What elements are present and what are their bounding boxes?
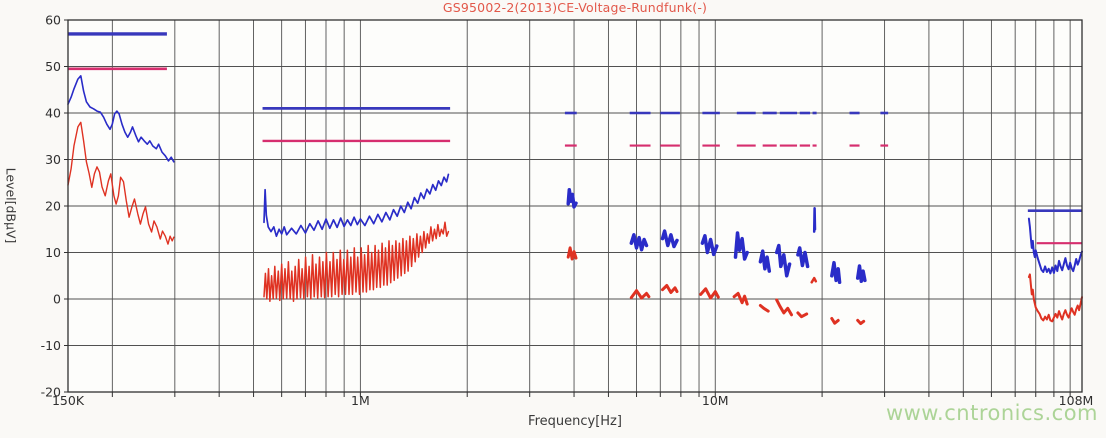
- avg-blob-13.8m: [758, 304, 770, 313]
- avg-blob-22m: [830, 317, 840, 325]
- plot-border: [67, 19, 1083, 393]
- y-tick-label: 0: [53, 292, 61, 307]
- y-axis-label: Level[dBµV]: [3, 167, 19, 244]
- peak-measurement-fm: [1027, 217, 1083, 275]
- avg-blob-26m: [856, 318, 866, 326]
- y-tick-label: 60: [45, 13, 61, 28]
- peak-measurement-150k-300k: [67, 75, 175, 163]
- y-tick-label: 40: [45, 106, 61, 121]
- y-tick-label: -10: [41, 338, 61, 353]
- peak-blob-15.5m: [774, 243, 792, 278]
- avg-blob-3.9m: [566, 246, 578, 261]
- y-tick-label: 10: [45, 245, 61, 260]
- x-axis-label: Frequency[Hz]: [528, 414, 622, 429]
- peak-blob-19m: [812, 207, 817, 233]
- chart-title: GS95002-2(2013)CE-Voltage-Rundfunk(-): [442, 0, 708, 15]
- peak-measurement-530k-1.8m: [263, 173, 450, 238]
- avg-blob-9.5m: [699, 287, 720, 300]
- avg-measurement-fm: [1027, 273, 1083, 323]
- avg-measurement-530k-1.8m: [263, 221, 450, 303]
- peak-blob-3.9m: [566, 187, 578, 209]
- avg-measurement-150k-300k: [67, 121, 175, 245]
- y-tick-label: -20: [41, 385, 61, 400]
- x-tick-label: 150K: [52, 393, 85, 408]
- avg-blob-15.5m: [775, 298, 793, 317]
- peak-blob-6m: [629, 233, 649, 252]
- peak-blob-26m: [855, 264, 867, 284]
- peak-blob-9.5m: [700, 234, 719, 257]
- avg-blob-6m: [629, 289, 651, 300]
- avg-blob-11.8m: [732, 291, 749, 306]
- avg-blob-7m: [661, 284, 679, 294]
- peak-blob-7m: [660, 229, 679, 249]
- x-tick-label: 1M: [351, 393, 370, 408]
- avg-blob-19m: [810, 276, 818, 284]
- peak-blob-13.8m: [758, 249, 772, 273]
- y-tick-label: 20: [45, 199, 61, 214]
- watermark-text: www.cntronics.com: [885, 401, 1098, 425]
- peak-blob-11.8m: [733, 231, 749, 261]
- avg-blob-17.7m: [796, 311, 809, 319]
- y-tick-label: 30: [45, 152, 61, 167]
- y-tick-label: 50: [45, 59, 61, 74]
- x-tick-label: 10M: [702, 393, 729, 408]
- x-tick-label: 108M: [1059, 393, 1094, 408]
- peak-blob-22m: [830, 260, 842, 285]
- peak-blob-17.7m: [796, 246, 810, 269]
